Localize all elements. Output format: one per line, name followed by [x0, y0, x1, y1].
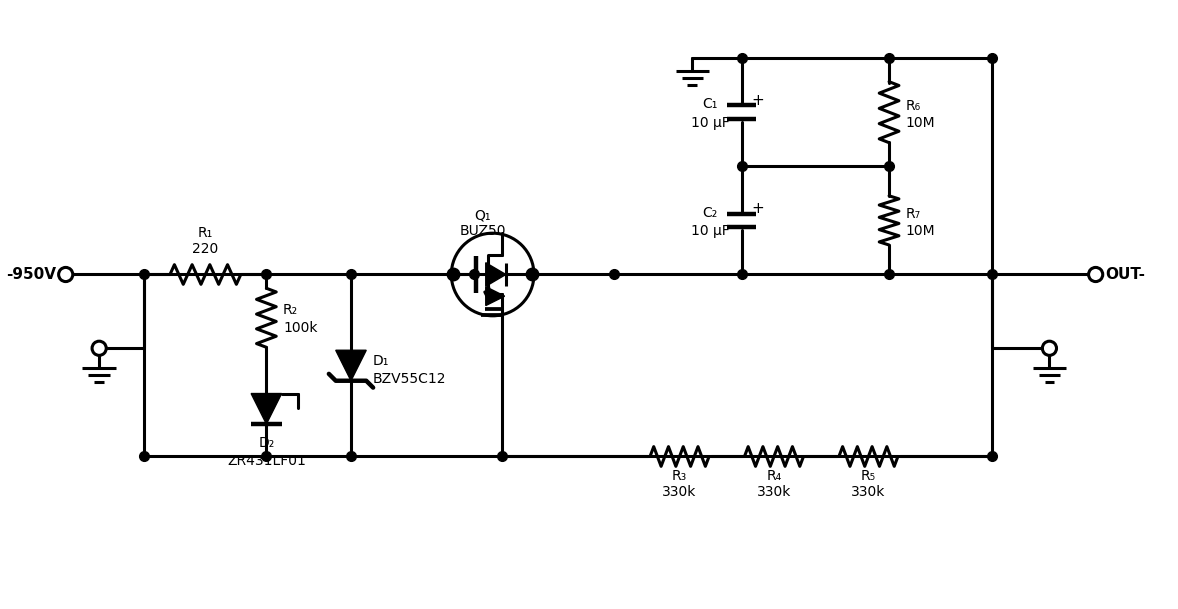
Text: D₂: D₂ [258, 436, 274, 450]
Text: -950V: -950V [6, 267, 55, 282]
Text: R₇: R₇ [906, 208, 921, 222]
Text: 330k: 330k [756, 485, 792, 499]
Text: 100k: 100k [283, 320, 318, 334]
Text: R₂: R₂ [283, 303, 298, 317]
Text: R₃: R₃ [671, 469, 687, 483]
Text: OUT-: OUT- [1105, 267, 1145, 282]
Text: +: + [752, 201, 765, 216]
Text: 10 μF: 10 μF [690, 224, 729, 238]
Polygon shape [485, 262, 505, 286]
Text: 10M: 10M [906, 116, 935, 130]
Polygon shape [251, 393, 282, 424]
Text: BUZ50: BUZ50 [459, 224, 507, 238]
Text: C₂: C₂ [702, 205, 717, 219]
Text: D₁: D₁ [372, 354, 389, 368]
Text: R₁: R₁ [198, 226, 213, 240]
Polygon shape [485, 287, 504, 306]
Text: ZR431LF01: ZR431LF01 [227, 454, 306, 468]
Text: 220: 220 [192, 242, 219, 256]
Text: R₅: R₅ [861, 469, 876, 483]
Text: 10M: 10M [906, 224, 935, 238]
Text: R₆: R₆ [906, 99, 921, 113]
Polygon shape [336, 350, 366, 381]
Text: +: + [752, 93, 765, 108]
Text: R₄: R₄ [767, 469, 782, 483]
Text: C₁: C₁ [702, 97, 717, 111]
Text: Q₁: Q₁ [475, 208, 491, 222]
Text: 330k: 330k [662, 485, 696, 499]
Text: BZV55C12: BZV55C12 [372, 372, 446, 386]
Text: 10 μF: 10 μF [690, 116, 729, 130]
Text: 330k: 330k [852, 485, 886, 499]
